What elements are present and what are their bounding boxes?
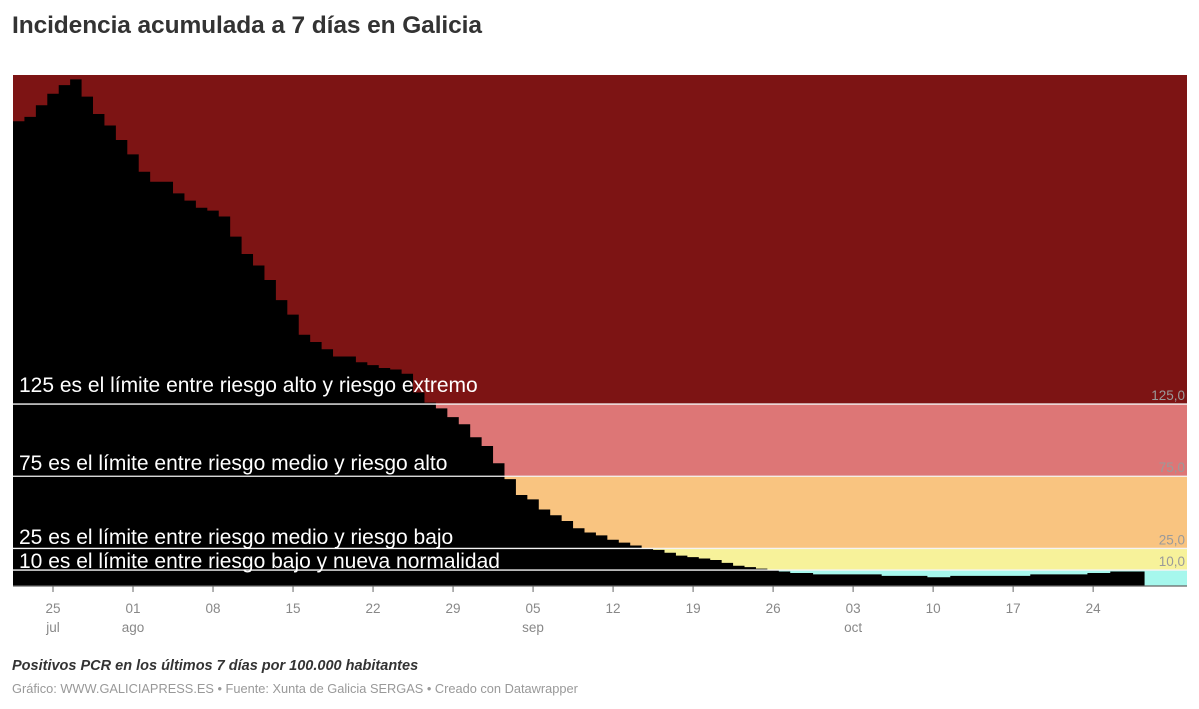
x-tick-month: oct: [844, 620, 862, 635]
x-tick-day: 10: [926, 601, 941, 616]
x-tick-day: 08: [206, 601, 221, 616]
x-tick-month: ago: [122, 620, 145, 635]
x-tick-day: 25: [45, 601, 60, 616]
reference-lines: 125,0 75,0 25,0 10,0: [13, 388, 1187, 571]
x-tick-day: 29: [446, 601, 461, 616]
annotation-10: 10 es el límite entre riesgo bajo y nuev…: [19, 550, 500, 573]
x-axis-ticks: 25 jul 01 ago 08 15 22 29 05 sep 12 19 26 03 oct 10 17 24: [45, 586, 1101, 635]
chart-notes: Positivos PCR en los últimos 7 días por …: [12, 658, 419, 674]
x-tick-day: 19: [686, 601, 701, 616]
incidence-series-area: [13, 79, 1145, 586]
reference-label-75: 75,0: [1159, 460, 1185, 475]
x-tick-day: 05: [526, 601, 541, 616]
chart-footer: Gráfico: WWW.GALICIAPRESS.ES • Fuente: X…: [12, 681, 578, 696]
annotation-125: 125 es el límite entre riesgo alto y rie…: [19, 374, 478, 397]
annotation-25: 25 es el límite entre riesgo medio y rie…: [19, 526, 453, 549]
reference-label-10: 10,0: [1159, 554, 1185, 569]
step-area-chart: 125,0 75,0 25,0 10,0 125 es el límite entre…: [13, 75, 1187, 635]
x-tick-day: 01: [125, 601, 140, 616]
x-tick-day: 15: [286, 601, 301, 616]
x-tick-day: 03: [846, 601, 861, 616]
annotation-75: 75 es el límite entre riesgo medio y rie…: [19, 452, 447, 475]
risk-annotations: 125 es el límite entre riesgo alto y rie…: [19, 374, 500, 573]
x-tick-day: 22: [366, 601, 381, 616]
x-tick-month: sep: [522, 620, 544, 635]
x-tick-day: 24: [1086, 601, 1102, 616]
x-tick-day: 17: [1006, 601, 1021, 616]
x-tick-day: 12: [606, 601, 621, 616]
reference-label-25: 25,0: [1159, 532, 1185, 547]
reference-label-125: 125,0: [1151, 388, 1185, 403]
x-tick-month: jul: [45, 620, 60, 635]
x-tick-day: 26: [766, 601, 781, 616]
chart-title: Incidencia acumulada a 7 días en Galicia: [12, 12, 482, 39]
